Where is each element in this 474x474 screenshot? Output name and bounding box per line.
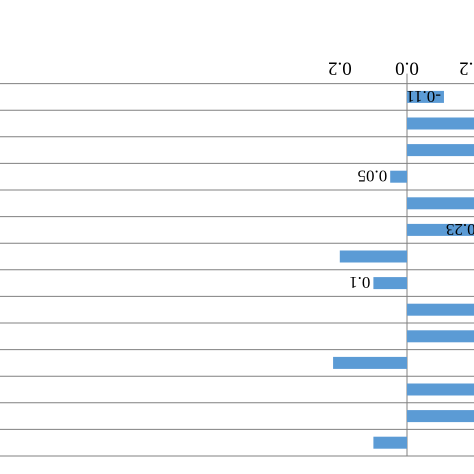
bar	[373, 277, 407, 290]
bar	[333, 356, 407, 369]
x-tick-label: -0.2	[459, 58, 474, 79]
x-tick-label: 0.0	[395, 58, 419, 79]
x-tick-label: 0.2	[328, 58, 352, 79]
bar	[373, 436, 407, 449]
bar	[407, 330, 474, 343]
data-label: -0.23	[446, 220, 474, 239]
bar	[407, 410, 474, 423]
bar	[407, 303, 474, 316]
bar	[407, 90, 444, 103]
bar	[407, 223, 474, 236]
data-label: -0.11	[406, 87, 441, 106]
bar	[407, 144, 474, 157]
bar	[390, 170, 407, 183]
bar	[407, 197, 474, 210]
bar	[407, 117, 474, 130]
bar	[407, 383, 474, 396]
bar	[339, 250, 407, 263]
data-label: 0.05	[357, 167, 387, 186]
data-label: 0.1	[349, 273, 370, 292]
